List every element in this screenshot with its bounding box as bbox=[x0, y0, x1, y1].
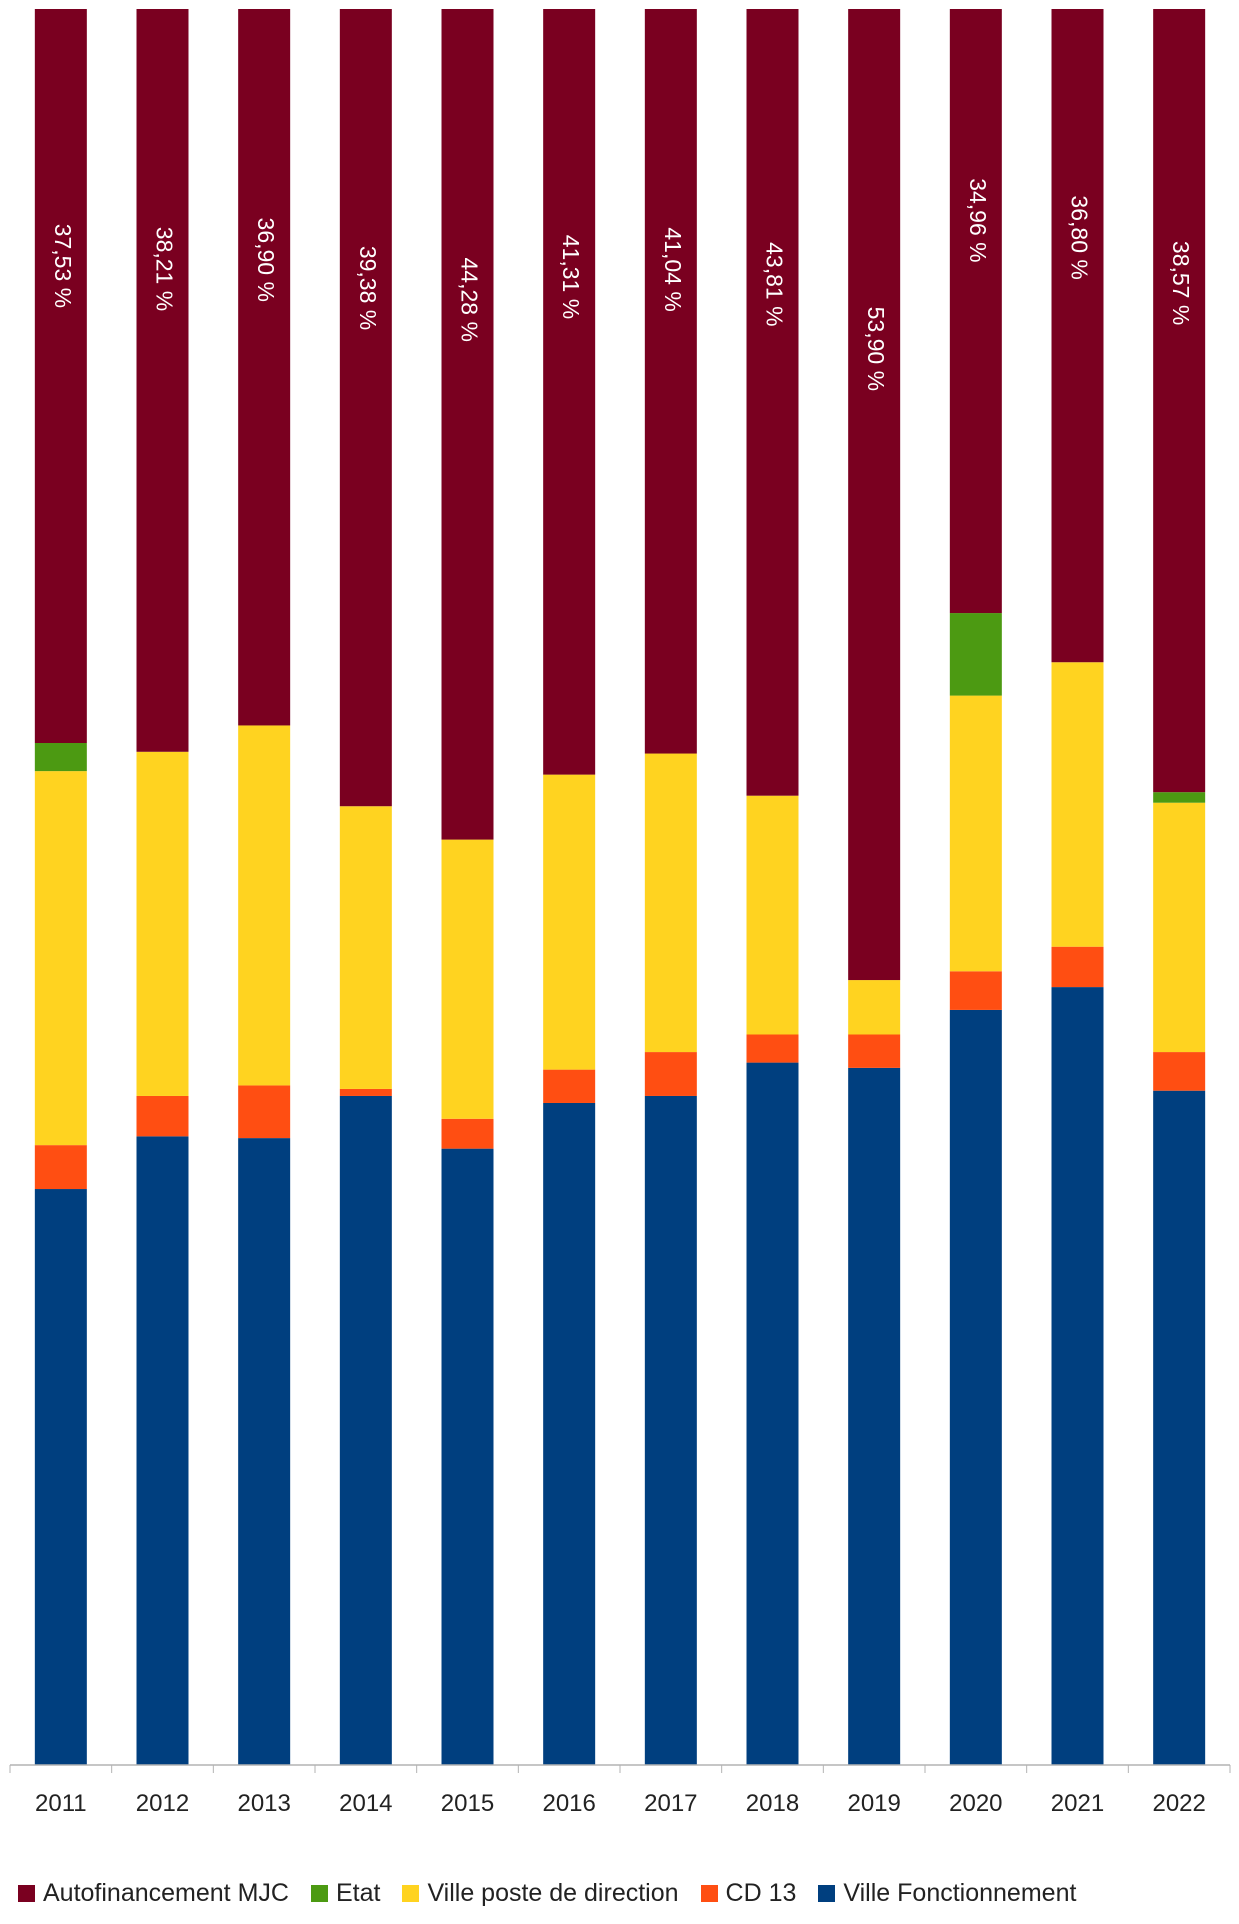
bar-segment-autofinancement-mjc bbox=[746, 9, 799, 796]
bar-segment-cd-13 bbox=[339, 1088, 392, 1096]
bar-segment-ville-fonctionnement bbox=[441, 1148, 494, 1765]
bar-segment-cd-13 bbox=[136, 1095, 189, 1137]
data-label: 38,21 % bbox=[151, 227, 177, 311]
x-tick-label: 2020 bbox=[949, 1790, 1002, 1817]
bar-segment-cd-13 bbox=[34, 1145, 87, 1190]
bar-segment-ville-poste-de-direction bbox=[339, 806, 392, 1089]
legend-item-autofinancement: Autofinancement MJC bbox=[18, 1879, 289, 1908]
bar-segment-ville-fonctionnement bbox=[339, 1095, 392, 1765]
data-label: 38,57 % bbox=[1168, 241, 1194, 325]
x-tick-label: 2011 bbox=[35, 1790, 87, 1817]
bar-segment-autofinancement-mjc bbox=[34, 9, 87, 744]
x-tick-label: 2014 bbox=[339, 1790, 392, 1817]
bar-segment-autofinancement-mjc bbox=[1153, 9, 1206, 793]
legend-label: Ville Fonctionnement bbox=[843, 1878, 1077, 1907]
legend-label: Autofinancement MJC bbox=[43, 1878, 289, 1907]
legend-item-ville-poste: Ville poste de direction bbox=[402, 1878, 679, 1908]
bar-segment-cd-13 bbox=[441, 1118, 494, 1149]
data-label: 41,04 % bbox=[660, 227, 686, 311]
data-label: 36,90 % bbox=[253, 218, 279, 302]
bar-segment-ville-poste-de-direction bbox=[34, 771, 87, 1146]
bar-segment-cd-13 bbox=[238, 1085, 291, 1139]
x-tick-label: 2016 bbox=[542, 1790, 595, 1817]
bar-segment-autofinancement-mjc bbox=[644, 9, 697, 754]
data-label: 34,96 % bbox=[965, 178, 991, 262]
bar-segment-autofinancement-mjc bbox=[543, 9, 596, 775]
data-label: 39,38 % bbox=[355, 246, 381, 330]
bar-segment-ville-fonctionnement bbox=[238, 1138, 291, 1765]
legend-swatch bbox=[818, 1884, 836, 1902]
bar-segment-ville-poste-de-direction bbox=[949, 695, 1002, 972]
bar-segment-cd-13 bbox=[949, 971, 1002, 1010]
bar-segment-ville-fonctionnement bbox=[848, 1067, 901, 1765]
bar-segment-etat bbox=[949, 613, 1002, 696]
bar-segment-ville-poste-de-direction bbox=[238, 725, 291, 1086]
bar-segment-autofinancement-mjc bbox=[339, 9, 392, 807]
data-label: 44,28 % bbox=[456, 258, 482, 342]
bar-segment-ville-fonctionnement bbox=[543, 1102, 596, 1765]
x-tick-label: 2021 bbox=[1051, 1790, 1104, 1817]
bar-segment-cd-13 bbox=[1051, 946, 1104, 988]
x-tick-label: 2013 bbox=[237, 1790, 290, 1817]
bar-segment-etat bbox=[1153, 792, 1206, 803]
x-tick-label: 2017 bbox=[644, 1790, 697, 1817]
bar-segment-ville-fonctionnement bbox=[644, 1095, 697, 1765]
bar-segment-ville-fonctionnement bbox=[949, 1009, 1002, 1765]
bar-segment-autofinancement-mjc bbox=[848, 9, 901, 981]
bar-segment-ville-poste-de-direction bbox=[1153, 802, 1206, 1053]
bar-segment-autofinancement-mjc bbox=[441, 9, 494, 840]
bar-segment-ville-poste-de-direction bbox=[848, 980, 901, 1035]
bar-segment-ville-fonctionnement bbox=[1051, 987, 1104, 1765]
bar-segment-etat bbox=[34, 743, 87, 772]
legend-label: CD 13 bbox=[725, 1878, 797, 1907]
data-label: 43,81 % bbox=[761, 242, 787, 326]
x-tick-label: 2022 bbox=[1152, 1790, 1205, 1817]
legend-swatch bbox=[310, 1884, 328, 1902]
legend-swatch bbox=[402, 1884, 420, 1902]
legend-label: Etat bbox=[335, 1878, 381, 1907]
bar-segment-autofinancement-mjc bbox=[136, 9, 189, 752]
legend-label: Ville poste de direction bbox=[427, 1878, 679, 1907]
legend-item-etat: Etat bbox=[310, 1878, 381, 1908]
bar-segment-autofinancement-mjc bbox=[1051, 9, 1104, 663]
bar-segment-ville-poste-de-direction bbox=[644, 753, 697, 1053]
bar-segment-cd-13 bbox=[644, 1052, 697, 1096]
data-label: 37,53 % bbox=[50, 224, 76, 308]
bar-segment-ville-poste-de-direction bbox=[543, 774, 596, 1070]
legend-item-cd13: CD 13 bbox=[700, 1878, 797, 1908]
legend: Autofinancement MJC Etat Ville poste de … bbox=[18, 1876, 1076, 1910]
bar-segment-ville-poste-de-direction bbox=[1051, 662, 1104, 947]
legend-item-ville-fonctionnement: Ville Fonctionnement bbox=[818, 1879, 1076, 1908]
bar-segment-ville-fonctionnement bbox=[34, 1189, 87, 1765]
bar-segment-ville-fonctionnement bbox=[1153, 1090, 1206, 1765]
x-tick-label: 2015 bbox=[441, 1790, 494, 1817]
bar-segment-autofinancement-mjc bbox=[238, 9, 291, 726]
bar-segment-cd-13 bbox=[746, 1034, 799, 1063]
legend-swatch bbox=[18, 1884, 35, 1902]
bar-segment-ville-poste-de-direction bbox=[746, 795, 799, 1035]
bar-segment-ville-poste-de-direction bbox=[136, 751, 189, 1096]
bar-segment-autofinancement-mjc bbox=[949, 9, 1002, 614]
data-label: 36,80 % bbox=[1066, 195, 1092, 279]
bar-segment-ville-poste-de-direction bbox=[441, 839, 494, 1119]
legend-swatch bbox=[700, 1884, 718, 1902]
bar-segment-ville-fonctionnement bbox=[136, 1136, 189, 1765]
bar-segment-cd-13 bbox=[1153, 1052, 1206, 1091]
bar-segment-cd-13 bbox=[848, 1034, 901, 1068]
data-label: 41,31 % bbox=[558, 235, 584, 319]
bar-segment-cd-13 bbox=[543, 1069, 596, 1103]
x-tick-label: 2019 bbox=[847, 1790, 900, 1817]
x-tick-label: 2012 bbox=[136, 1790, 189, 1817]
data-label: 53,90 % bbox=[863, 307, 889, 391]
x-tick-label: 2018 bbox=[746, 1790, 799, 1817]
bar-segment-ville-fonctionnement bbox=[746, 1062, 799, 1765]
